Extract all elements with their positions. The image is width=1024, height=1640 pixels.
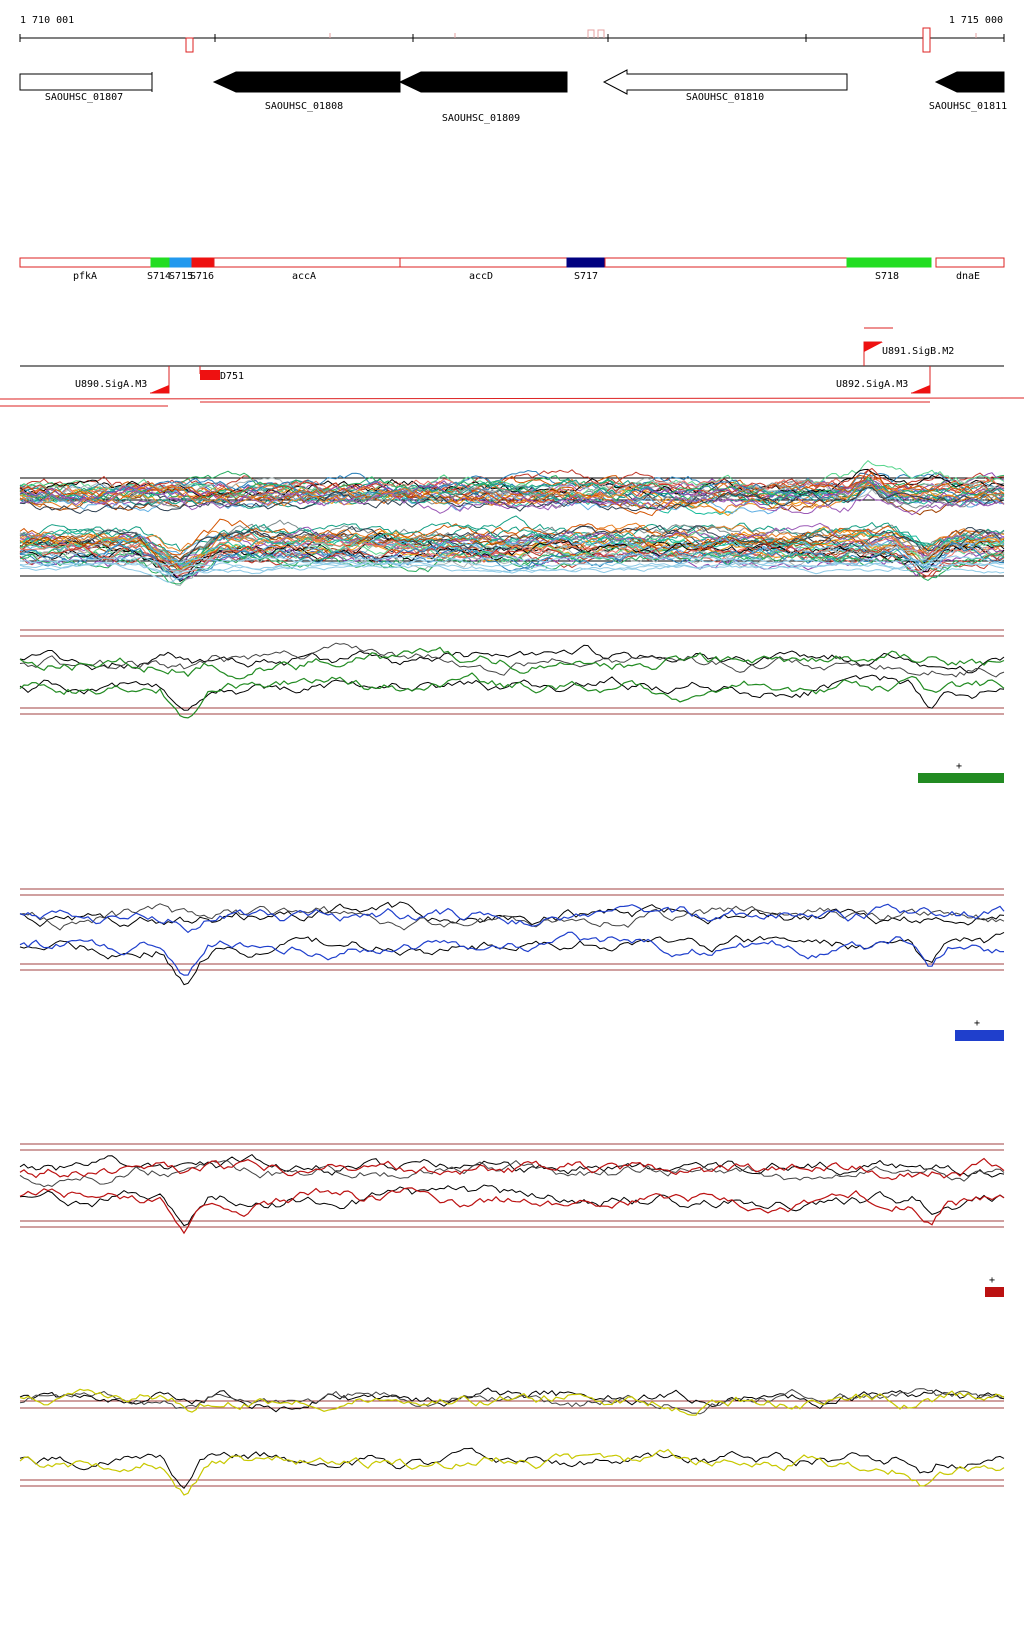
promoter-label: D751 [220, 371, 244, 382]
segment-label: accD [469, 271, 493, 282]
segment-gap[interactable] [604, 257, 848, 268]
gene-label: SAOUHSC_01810 [686, 92, 764, 103]
expression-profile-line [19, 1159, 1005, 1188]
expression-profile-line [19, 478, 1005, 510]
segment-s714[interactable] [150, 257, 171, 268]
blue-profile-lines [19, 901, 1005, 986]
ruler-feature-box [185, 37, 194, 53]
expression-profile-line [19, 903, 1005, 934]
ruler-mark [587, 29, 605, 38]
green-legend-marker: + [956, 761, 962, 772]
expression-profile-line [19, 642, 1005, 678]
red-legend-marker: + [989, 1275, 995, 1286]
annotation-track: pfkA S714 S715 S716 accA accD S717 S718 … [19, 257, 1005, 282]
expression-profile-line [19, 518, 1005, 556]
expression-profile-line [19, 931, 1005, 976]
gene-arrow-saouhsc-01810[interactable] [602, 69, 848, 95]
segment-accd[interactable] [399, 257, 568, 268]
expression-profile-line [19, 488, 1005, 516]
expression-profile-line [19, 672, 1005, 719]
expression-profile-line [19, 1448, 1005, 1496]
expression-profile-line [19, 1153, 1005, 1178]
promoter-flag [911, 385, 930, 393]
segment-s718[interactable] [846, 257, 932, 268]
promoter-label: U892.SigA.M3 [836, 379, 908, 390]
red-profile-lines [19, 1153, 1005, 1235]
panel-yellow [19, 1387, 1005, 1496]
expression-profile-line [19, 468, 1005, 498]
expression-profile-line [19, 561, 1005, 576]
overview-profile-lines [19, 460, 1005, 587]
panel-green: + [19, 629, 1005, 783]
promoter-label: U890.SigA.M3 [75, 379, 147, 390]
segment-s715[interactable] [169, 257, 193, 268]
ruler-end-label: 1 715 000 [949, 15, 1003, 26]
gene-label: SAOUHSC_01811 [929, 101, 1007, 112]
promoter-flag [864, 342, 883, 352]
segment-label: S714 [147, 271, 171, 282]
expression-profile-line [19, 903, 1005, 931]
gene-label: SAOUHSC_01809 [442, 113, 520, 124]
expression-profile-line [19, 644, 1005, 674]
promoter-track: U890.SigA.M3 D751 U891.SigB.M2 U892.SigA… [0, 327, 1024, 407]
expression-profile-line [19, 534, 1005, 569]
segment-dnae[interactable] [935, 257, 1005, 268]
green-profile-lines [19, 642, 1005, 719]
segment-pfka[interactable] [19, 257, 152, 268]
expression-profile-line [19, 1187, 1005, 1235]
red-legend-bar [985, 1287, 1004, 1297]
expression-profile-line [19, 931, 1005, 986]
expression-profile-line [19, 674, 1005, 711]
gene-arrow-saouhsc-01811[interactable] [934, 71, 1005, 93]
expression-profile-line [19, 460, 1005, 499]
expression-profile-line [19, 558, 1005, 575]
promoter-d751[interactable] [200, 370, 220, 380]
ruler-feature-box [922, 27, 931, 53]
expression-profile-line [19, 521, 1005, 563]
expression-profile-line [19, 529, 1005, 566]
gene-arrow-saouhsc-01807[interactable] [19, 72, 153, 92]
segment-label: S715 [169, 271, 193, 282]
segment-acca[interactable] [213, 257, 401, 268]
panel-blue: + [19, 888, 1005, 1041]
gene-arrow-saouhsc-01808[interactable] [212, 71, 401, 93]
expression-profile-line [19, 1157, 1005, 1181]
gene-label: SAOUHSC_01807 [45, 92, 123, 103]
expression-profile-line [19, 1387, 1005, 1413]
segment-label: S717 [574, 271, 598, 282]
expression-overview [19, 460, 1005, 587]
segment-label: pfkA [73, 271, 97, 282]
expression-profile-line [19, 481, 1005, 514]
ruler-start-label: 1 710 001 [20, 15, 74, 26]
segment-label: accA [292, 271, 316, 282]
gene-arrow-saouhsc-01809[interactable] [398, 71, 568, 93]
yellow-profile-lines [19, 1387, 1005, 1496]
expression-profile-line [19, 543, 1005, 577]
expression-profile-line [19, 1184, 1005, 1227]
segment-s716[interactable] [191, 257, 215, 268]
promoter-label: U891.SigB.M2 [882, 346, 954, 357]
green-legend-bar [918, 773, 1004, 783]
blue-legend-marker: + [974, 1018, 980, 1029]
expression-profile-line [19, 540, 1005, 581]
blue-legend-bar [955, 1030, 1004, 1041]
segment-label: S716 [190, 271, 214, 282]
gene-track: SAOUHSC_01807 SAOUHSC_01808 SAOUHSC_0180… [19, 69, 1007, 124]
gene-label: SAOUHSC_01808 [265, 101, 343, 112]
coordinate-ruler: 1 710 001 1 715 000 [19, 15, 1005, 53]
segment-label: S718 [875, 271, 899, 282]
expression-profile-line [19, 1388, 1005, 1416]
promoter-flag [150, 385, 169, 393]
panel-red: + [19, 1143, 1005, 1297]
expression-profile-line [19, 486, 1005, 515]
expression-profile-line [19, 1447, 1005, 1490]
expression-profile-line [19, 646, 1005, 680]
segment-label: dnaE [956, 271, 980, 282]
segment-s717[interactable] [566, 257, 606, 268]
transcript-line [0, 397, 1024, 400]
expression-profile-line [19, 471, 1005, 517]
expression-profile-line [19, 561, 1005, 583]
